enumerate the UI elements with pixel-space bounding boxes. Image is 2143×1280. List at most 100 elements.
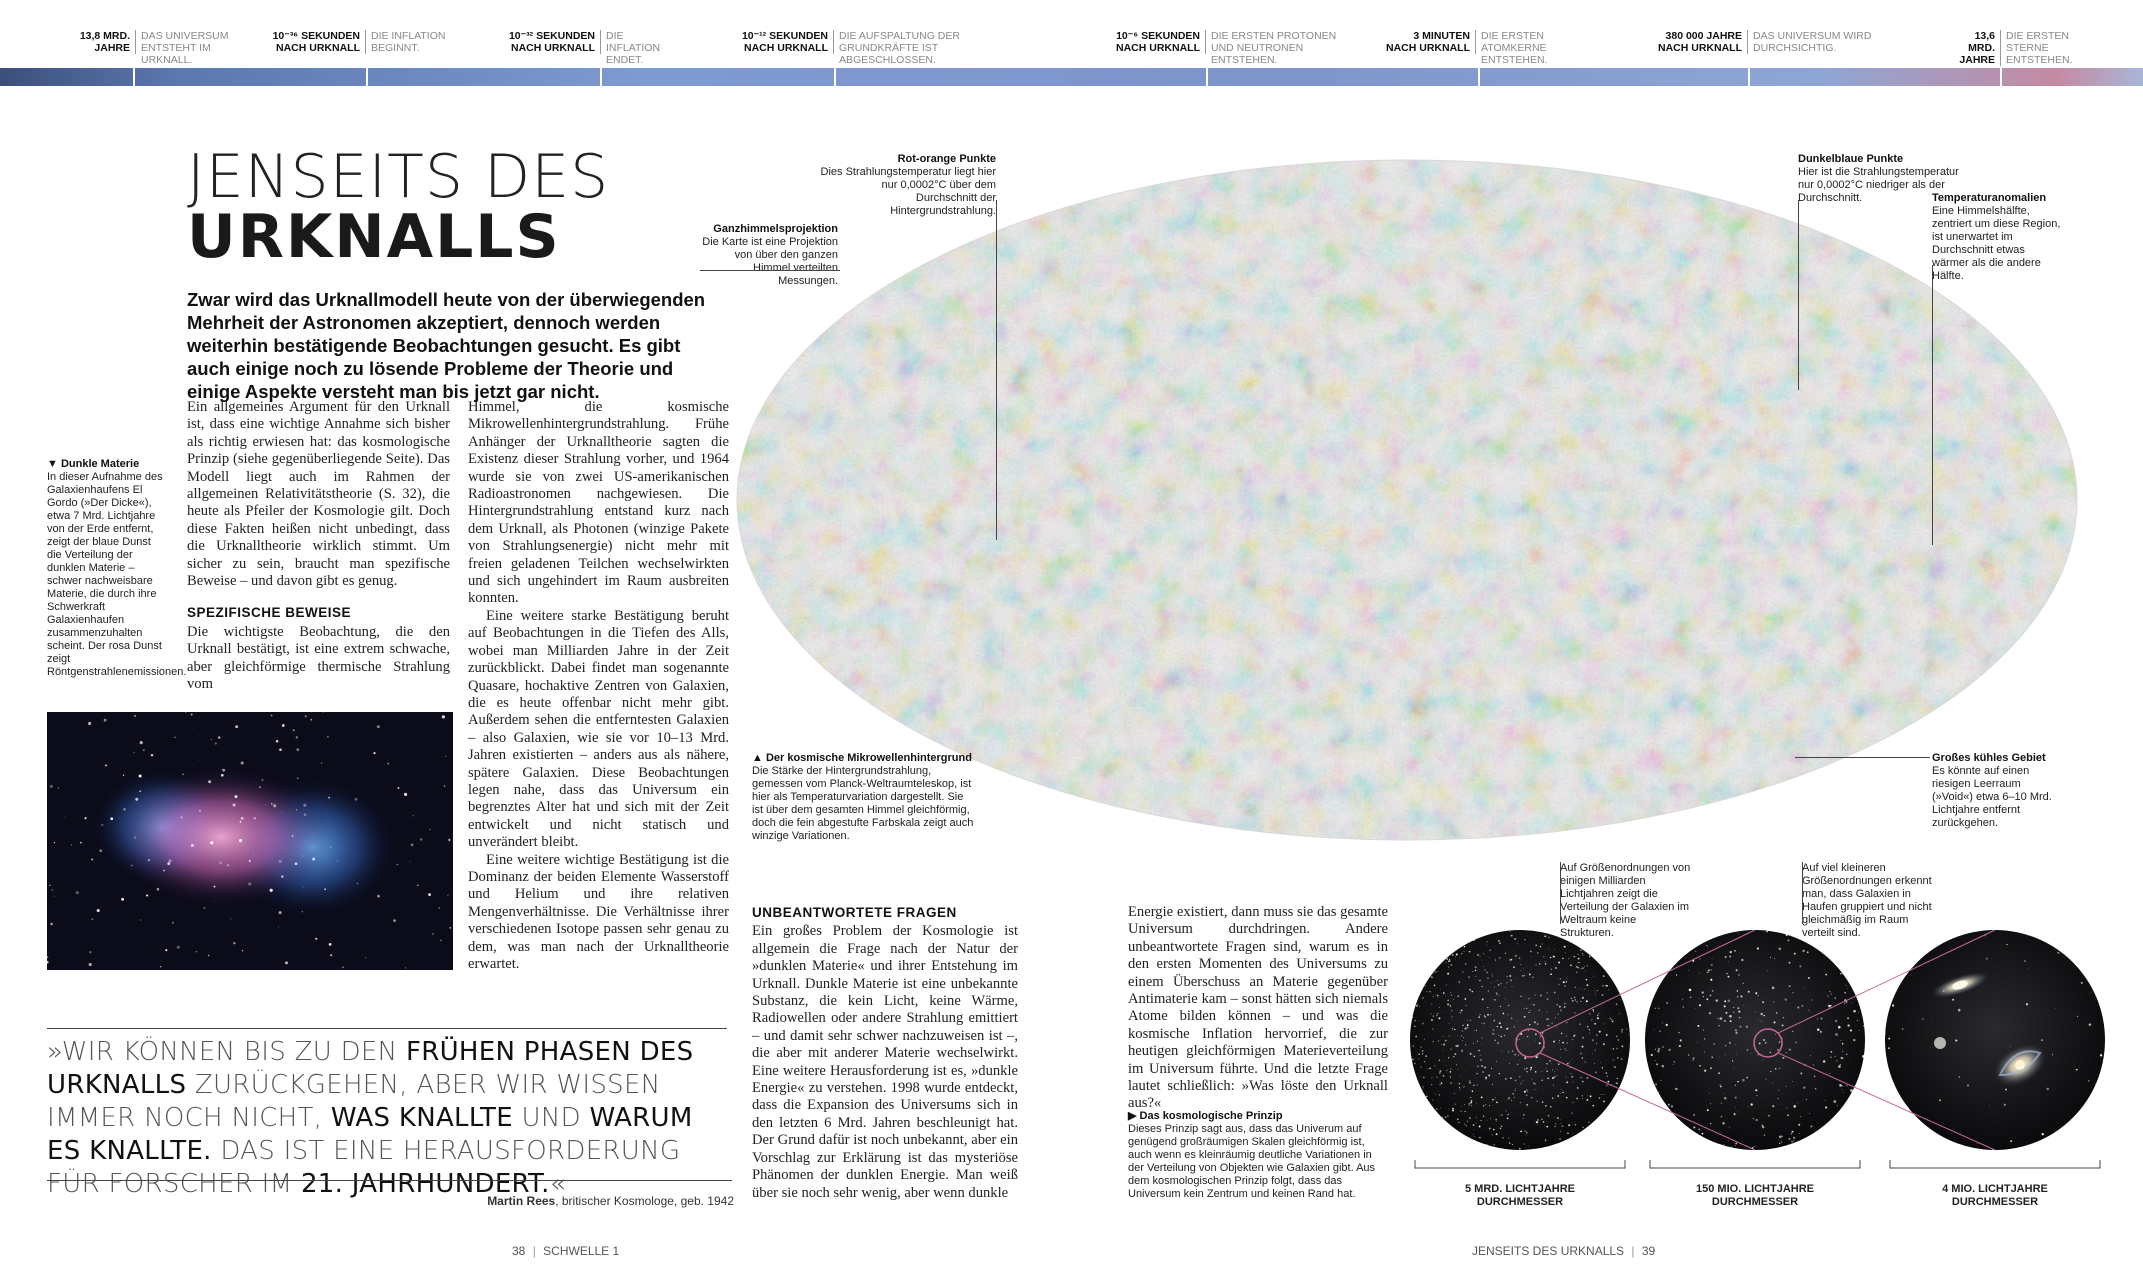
star [1504, 998, 1506, 1000]
star [1698, 1004, 1702, 1007]
star [1588, 1121, 1590, 1123]
star [1481, 998, 1484, 1001]
star [1448, 966, 1450, 968]
star [1520, 964, 1522, 966]
star [1589, 1013, 1591, 1015]
star [1752, 1118, 1754, 1120]
star [1828, 1004, 1831, 1008]
spiral-galaxy-icon [1931, 972, 1989, 998]
star [1606, 1084, 1608, 1087]
star [1524, 974, 1526, 976]
timeline-entry: 3 MINUTEN NACH URKNALL DIE ERSTEN ATOMKE… [1385, 30, 1591, 66]
star [440, 939, 442, 942]
quote-emphasis: WAS KNALLTE [330, 1103, 513, 1133]
star [153, 943, 154, 945]
star [1785, 1052, 1787, 1054]
star [1803, 1086, 1806, 1089]
star [1596, 1014, 1599, 1017]
star [1548, 948, 1550, 950]
star [1574, 1012, 1576, 1014]
star [1438, 1007, 1440, 1009]
star [1793, 952, 1796, 955]
star [75, 891, 79, 895]
star [1468, 1117, 1471, 1120]
star [1538, 963, 1541, 965]
star [1483, 1022, 1485, 1025]
star [376, 725, 380, 729]
star [1534, 1082, 1536, 1085]
star [150, 754, 154, 757]
star [1774, 1033, 1776, 1035]
star [57, 787, 60, 789]
star [1495, 1121, 1497, 1122]
star [1541, 943, 1543, 945]
star [1695, 951, 1697, 953]
star [1494, 1039, 1496, 1042]
star [1782, 1056, 1785, 1059]
star [1511, 986, 1513, 988]
star [1698, 998, 1700, 1000]
star [2046, 1087, 2049, 1091]
star [1461, 1030, 1463, 1032]
star [2006, 943, 2008, 946]
star [1560, 1130, 1562, 1132]
star [1466, 1026, 1469, 1029]
star [1619, 1013, 1620, 1014]
quote-emphasis: WARUM ES KNALLTE. [47, 1103, 693, 1166]
star [2089, 992, 2091, 994]
star [1612, 1059, 1614, 1061]
star [327, 736, 329, 738]
star [393, 919, 396, 922]
star [1470, 1019, 1472, 1021]
star [2057, 951, 2060, 954]
zoom-line [1539, 929, 1756, 1034]
star [70, 844, 73, 846]
star [270, 714, 273, 717]
star [1582, 967, 1584, 969]
star [1654, 1060, 1656, 1062]
star [1799, 1116, 1801, 1117]
star [1487, 1013, 1489, 1016]
star [1782, 1017, 1785, 1019]
star [1515, 955, 1517, 957]
star [1426, 1068, 1428, 1070]
star [1812, 1064, 1815, 1066]
star [1566, 1042, 1568, 1044]
star [1506, 982, 1508, 984]
leader-line [1795, 757, 1930, 758]
star [1478, 1049, 1480, 1052]
star [1685, 956, 1686, 958]
star [105, 764, 108, 767]
star [1581, 1057, 1584, 1059]
star [1537, 1023, 1539, 1025]
star [49, 784, 53, 788]
star [279, 748, 282, 752]
star [1527, 1145, 1529, 1147]
star [1581, 953, 1584, 955]
footer-right: JENSEITS DES URKNALLS | 39 [1472, 1244, 1656, 1258]
star [1592, 1104, 1595, 1107]
star [1549, 1059, 1551, 1062]
star [1586, 1025, 1589, 1028]
star [1830, 1051, 1833, 1053]
footer-left: 38 | SCHWELLE 1 [512, 1244, 620, 1258]
star [1608, 1001, 1610, 1002]
star [1464, 1110, 1466, 1113]
star [195, 950, 198, 953]
star [1612, 1048, 1615, 1050]
star [447, 894, 449, 896]
star [1512, 1092, 1515, 1095]
star [1577, 961, 1580, 964]
star [1498, 956, 1501, 959]
star [1738, 974, 1740, 976]
star [1836, 1034, 1838, 1036]
star [1463, 945, 1466, 948]
star [1535, 1039, 1537, 1041]
star [1571, 1112, 1573, 1114]
star [1543, 956, 1545, 958]
star [1571, 1076, 1573, 1078]
star [1621, 1031, 1623, 1033]
star [1655, 1083, 1658, 1086]
star [1524, 1130, 1527, 1132]
star [190, 844, 194, 847]
